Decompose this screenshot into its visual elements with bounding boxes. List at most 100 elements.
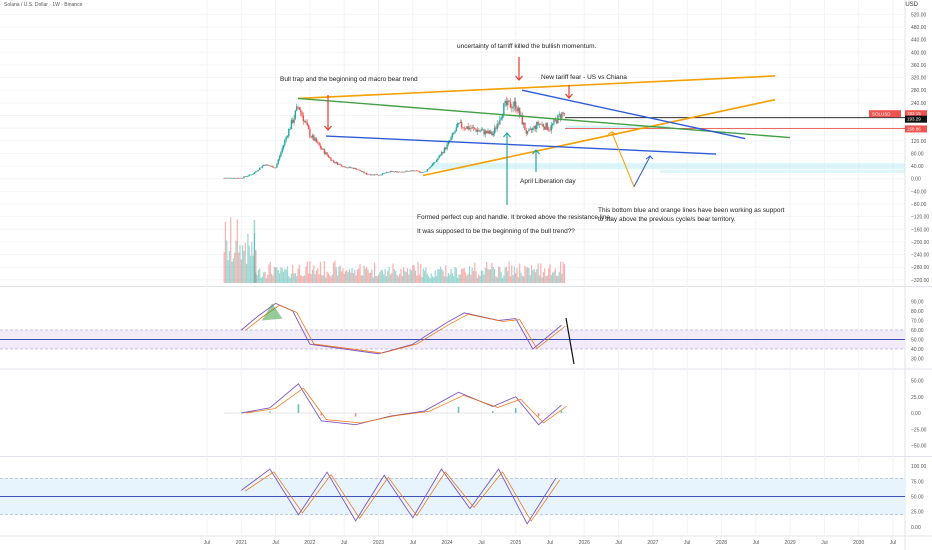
candle-body <box>470 128 472 129</box>
volume-bar <box>405 272 407 283</box>
candle-body <box>426 169 429 172</box>
volume-bar <box>397 276 399 283</box>
time-axis-label: Jul <box>684 540 690 546</box>
volume-bar <box>339 265 341 283</box>
candle-body <box>512 106 514 109</box>
volume-bar <box>255 250 257 283</box>
volume-bar <box>459 274 461 283</box>
candle-body <box>325 152 327 154</box>
time-axis-label: 2028 <box>716 540 727 546</box>
candle-body <box>537 122 539 125</box>
candle-body <box>388 172 390 173</box>
volume-bar <box>416 275 418 283</box>
volume-bar <box>513 266 515 283</box>
price-axis-tick: 400.00 <box>911 50 927 56</box>
volume-bar <box>326 271 328 283</box>
volume-bar <box>331 274 333 283</box>
volume-bar <box>434 270 436 283</box>
level-badge <box>905 125 927 133</box>
volume-bar <box>413 265 415 283</box>
currency-label: USD <box>905 2 918 8</box>
candle-body <box>274 167 277 169</box>
time-axis-label: Jul <box>547 540 553 546</box>
candle-body <box>563 113 566 115</box>
candle-body <box>435 160 438 162</box>
candle-body <box>269 165 272 167</box>
candle-body <box>402 171 405 173</box>
candle-body <box>342 166 344 167</box>
volume-bar <box>509 276 512 283</box>
time-axis-label: Jul <box>341 540 347 546</box>
volume-bar <box>412 265 414 283</box>
candle-body <box>265 164 268 166</box>
tariff-fear-arrow-head <box>565 93 573 99</box>
candle-body <box>509 101 512 108</box>
volume-bar <box>356 269 358 283</box>
candle-body <box>412 170 414 172</box>
candle-body <box>431 163 434 167</box>
candle-body <box>285 136 287 141</box>
macd-histogram-bar <box>423 412 426 413</box>
volume-bar <box>392 263 394 283</box>
volume-bar <box>259 268 261 283</box>
volume-bar <box>346 269 348 283</box>
candle-body <box>540 123 542 125</box>
volume-bar <box>249 255 252 283</box>
candle-body <box>410 170 413 172</box>
volume-bar <box>402 267 405 283</box>
volume-bar <box>240 259 242 283</box>
volume-bar <box>273 266 275 283</box>
volume-bar <box>367 269 369 283</box>
price-axis-tick: 40.00 <box>911 164 924 170</box>
candle-body <box>237 178 240 179</box>
volume-bar <box>261 276 264 283</box>
candle-body <box>493 127 496 134</box>
candle-body <box>367 174 369 176</box>
candle-body <box>356 169 359 170</box>
time-axis-label: 2021 <box>236 540 247 546</box>
candle-body <box>296 106 298 111</box>
volume-bar <box>315 270 318 283</box>
volume-bar <box>443 276 446 283</box>
candle-body <box>489 131 492 134</box>
time-axis-label: 2029 <box>785 540 796 546</box>
volume-bar <box>310 274 312 283</box>
candle-body <box>340 164 343 167</box>
volume-bar <box>426 273 428 283</box>
volume-bar <box>515 273 517 283</box>
volume-bar <box>528 267 530 283</box>
volume-bar <box>265 278 267 283</box>
volume-bar <box>431 276 434 283</box>
candle-body <box>360 170 363 172</box>
volume-bar <box>230 217 232 283</box>
candle-body <box>253 172 256 174</box>
candle-body <box>278 156 281 160</box>
volume-bar <box>461 268 463 283</box>
volume-bar <box>282 271 285 283</box>
volume-bar <box>307 273 310 283</box>
candle-body <box>437 158 439 161</box>
candle-body <box>476 130 479 132</box>
volume-bar <box>541 277 543 283</box>
volume-bar <box>334 260 336 283</box>
level-badge-value: 193.29 <box>907 117 921 122</box>
volume-bar <box>454 266 456 283</box>
candle-body <box>398 171 401 173</box>
candle-body <box>319 145 322 149</box>
volume-bar <box>355 275 357 283</box>
candle-body <box>405 170 407 172</box>
volume-bar <box>347 272 349 283</box>
candle-body <box>511 107 513 109</box>
price-axis-tick: −200.00 <box>911 240 929 246</box>
candle-body <box>328 157 331 158</box>
volume-bar <box>226 240 228 283</box>
volume-bar <box>538 275 541 283</box>
candle-body <box>327 155 330 158</box>
candle-body <box>479 131 481 132</box>
volume-bar <box>401 276 403 283</box>
time-axis-label: 2023 <box>373 540 384 546</box>
volume-bar <box>232 258 234 283</box>
liberation-day-arrow-head <box>532 149 540 155</box>
candle-body <box>307 125 310 130</box>
